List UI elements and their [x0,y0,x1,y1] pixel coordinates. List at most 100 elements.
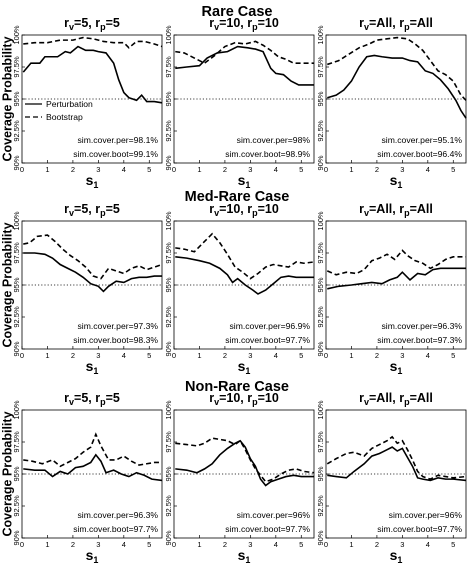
x-tick-label: 1 [197,165,201,174]
annotation-boot: sim.cover.boot=97.7% [225,335,310,345]
series-line-perturbation [327,54,467,119]
x-tick-label: 3 [96,165,100,174]
x-tick-label: 2 [71,165,75,174]
annotation-per: sim.cover.per=98% [237,135,311,145]
x-tick-label: 1 [197,351,201,360]
panel-title-part: =All [410,16,433,30]
y-tick-label: 95% [164,277,173,292]
y-tick-label: 90% [12,341,21,356]
x-axis-label: s1 [390,172,403,190]
x-axis-label: s1 [238,547,251,565]
x-tick-label: 3 [96,540,100,549]
x-axis-label: s1 [238,358,251,376]
y-tick-label: 92.5% [164,306,173,328]
y-tick-label: 95% [164,91,173,106]
x-tick-label: 2 [375,165,379,174]
x-axis-label-subscript: 1 [245,180,250,190]
x-tick-label: 4 [426,165,430,174]
y-tick-label: 95% [316,466,325,481]
y-tick-label: 95% [316,91,325,106]
x-tick-label: 1 [349,540,353,549]
x-tick-label: 5 [451,351,455,360]
series-line-bootstrap [175,232,315,280]
chart-panel: rv=5, rp=590%92.5%95%97.5%100%0 1 2 3 4 5s1Co… [0,16,163,190]
y-tick-label: 92.5% [12,495,21,517]
x-axis-label-subscript: 1 [245,555,250,565]
y-tick-label: 92.5% [316,495,325,517]
x-axis-label: s1 [390,547,403,565]
y-axis-label: Coverage Probability [0,222,14,347]
series-line-perturbation [175,439,314,487]
annotation-boot: sim.cover.boot=97.7% [73,524,158,534]
y-tick-label: 97.5% [164,242,173,264]
y-axis-label: Coverage Probability [0,411,14,536]
panel-title-subscript: p [252,22,258,32]
y-tick-label: 90% [316,341,325,356]
x-tick-label: 3 [248,351,252,360]
panel-title-part: r [209,391,214,405]
y-tick-label: 97.5% [164,56,173,78]
panel-title: rv=10, rp=10 [209,202,279,218]
y-tick-label: 97.5% [316,242,325,264]
x-tick-label: 5 [451,165,455,174]
panel-title-subscript: v [69,397,74,407]
annotation-boot: sim.cover.boot=97.7% [225,524,310,534]
panel-title-subscript: v [364,397,369,407]
series-line-bootstrap [326,435,467,480]
x-axis-label-subscript: 1 [93,366,98,376]
x-axis-label-main: s [86,547,94,563]
y-tick-label: 100% [316,211,325,231]
annotation-per: sim.cover.per=96% [389,510,463,520]
panel-title-subscript: v [214,22,219,32]
panel-title-subscript: v [364,208,369,218]
x-tick-label: 2 [375,351,379,360]
y-tick-label: 92.5% [164,120,173,142]
x-tick-label: 2 [223,351,227,360]
y-tick-label: 100% [164,211,173,231]
x-tick-label: 4 [426,351,430,360]
x-axis-label: s1 [86,172,99,190]
panel-title-subscript: v [214,208,219,218]
x-tick-label: 1 [45,351,49,360]
x-tick-label: 0 [20,351,24,360]
x-tick-label: 3 [400,351,404,360]
x-tick-label: 5 [147,165,151,174]
panel-title-part: =5, r [74,391,100,405]
panel-title-part: =5, r [74,202,100,216]
x-tick-label: 2 [223,165,227,174]
x-tick-label: 3 [248,540,252,549]
panel-title-subscript: v [69,22,74,32]
y-tick-label: 90% [164,530,173,545]
x-tick-label: 1 [349,165,353,174]
chart-panel: rv=All, rp=All 90% 92.5% 95% 97.5% 100% 0 1 2 3 4 5… [316,391,467,565]
y-tick-label: 100% [164,400,173,420]
annotation-per: sim.cover.per=96.9% [230,321,311,331]
panel-title-part: r [64,202,69,216]
panel-title-subscript: p [404,208,410,218]
x-axis-label-main: s [238,547,246,563]
panel-title: rv=5, rp=5 [64,16,120,32]
panel-title-subscript: p [100,208,106,218]
y-tick-label: 92.5% [164,495,173,517]
y-tick-label: 95% [164,466,173,481]
panel-title: rv=All, rp=All [359,202,433,218]
series-line-bootstrap [23,432,162,468]
x-tick-label: 2 [71,351,75,360]
x-axis-label-main: s [390,172,398,188]
x-axis-label-main: s [238,358,246,374]
x-axis-label-main: s [390,547,398,563]
series-line-perturbation [175,256,314,295]
annotation-boot: sim.cover.boot=98.9% [225,149,310,159]
panel-title-part: =5 [106,202,120,216]
series-line-perturbation [327,267,466,290]
x-tick-label: 2 [223,540,227,549]
series-line-perturbation [23,453,163,482]
x-tick-label: 5 [299,351,303,360]
x-tick-label: 4 [274,540,278,549]
x-tick-label: 0 [324,165,328,174]
y-tick-label: 100% [12,211,21,231]
panel-title-part: =All, r [369,391,404,405]
x-axis-label-subscript: 1 [245,366,250,376]
